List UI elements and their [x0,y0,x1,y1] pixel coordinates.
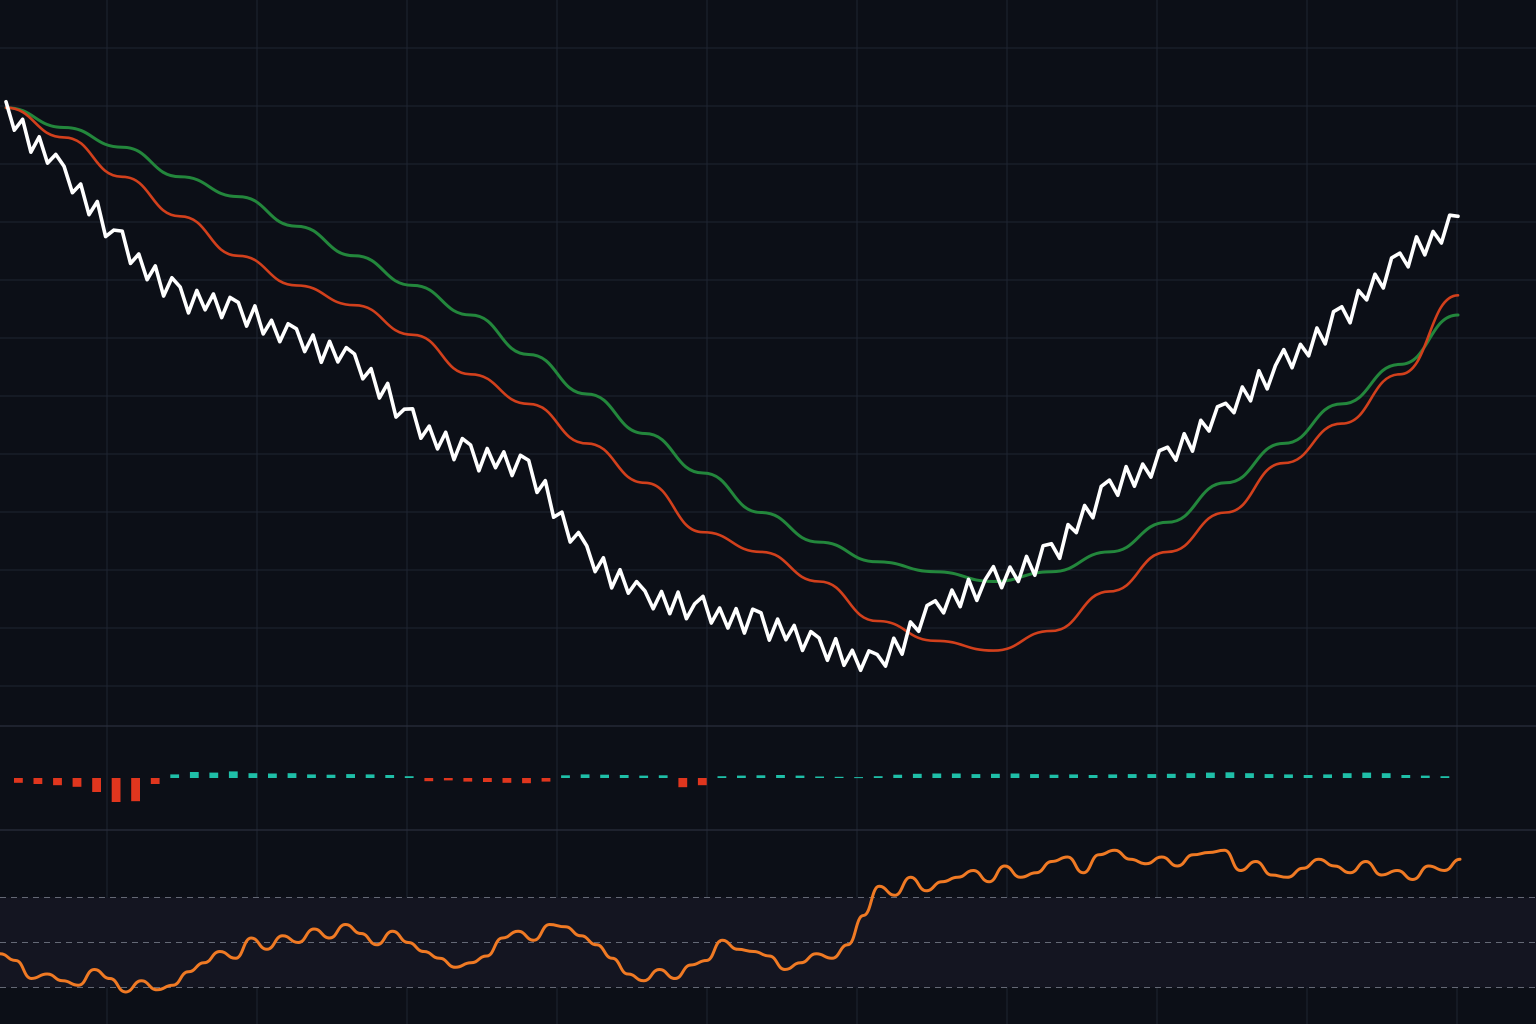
histogram-bar-positive [991,773,1000,778]
price-line [4,99,1460,673]
histogram-bar-positive [365,774,375,778]
histogram-bar-positive [385,775,395,778]
histogram-bar-positive [1186,773,1196,778]
histogram-bar-negative [443,778,453,781]
histogram-bar-positive [287,773,297,778]
histogram-bar-positive [639,775,649,778]
histogram-bar-positive [1049,774,1059,778]
histogram-bar-positive [1166,773,1176,778]
histogram-bar-positive [1323,774,1332,778]
histogram-bar-positive [1030,774,1039,778]
histogram-bar-negative [697,778,707,786]
histogram-bar-negative [92,778,101,792]
histogram-bar-positive [795,775,805,778]
histogram-bar-positive [1362,772,1372,778]
histogram-bar-negative [33,778,43,784]
histogram-bar-positive [1245,773,1254,778]
histogram-bar-positive [600,774,609,778]
histogram-bar-positive [951,773,961,778]
histogram-bar-positive [1010,773,1020,778]
histogram-bar-positive [228,771,238,778]
histogram-bar-positive [580,774,590,778]
histogram-bar-positive [1127,774,1137,778]
histogram-bar-positive [209,772,219,778]
histogram-bar-positive [893,774,903,778]
histogram-bar-positive [307,774,316,778]
histogram-bar-positive [815,776,824,778]
histogram-bar-positive [756,775,766,778]
histogram-bar-positive [776,775,785,778]
histogram-bar-positive [658,775,668,778]
histogram-bar-negative [53,778,62,786]
histogram-bar-positive [932,773,942,778]
histogram-bar-negative [72,778,82,787]
histogram-bar-positive [1303,775,1313,778]
histogram-panel [14,771,1450,802]
histogram-bar-positive [1108,774,1118,778]
histogram-bar-positive [1342,773,1352,778]
histogram-bar-positive [619,775,629,778]
slow-moving-average-line [4,106,1460,584]
histogram-bar-positive [1284,774,1293,778]
oscillator-line [0,848,1462,994]
histogram-bar-negative [463,778,473,782]
histogram-bar-negative [502,778,512,783]
histogram-bar-positive [1264,774,1274,778]
histogram-bar-negative [541,778,551,782]
histogram-bar-positive [1088,775,1098,778]
histogram-bar-negative [150,778,160,784]
histogram-bar-positive [971,774,981,778]
histogram-bar-negative [678,778,688,788]
histogram-bar-positive [912,773,922,778]
histogram-bar-positive [1420,775,1430,778]
histogram-bar-positive [1381,773,1391,778]
histogram-bar-positive [1069,774,1078,778]
histogram-bar-positive [268,773,277,778]
histogram-bar-positive [1147,774,1157,778]
histogram-bar-positive [717,776,727,778]
fast-moving-average-line [4,106,1460,652]
histogram-bar-positive [1401,775,1411,778]
histogram-bar-positive [561,775,570,778]
histogram-bar-negative [111,778,121,802]
oscillator-band [0,897,1536,988]
histogram-bar-positive [873,776,883,778]
histogram-bar-negative [522,778,531,784]
histogram-bar-positive [248,773,258,778]
histogram-bar-positive [1206,772,1215,778]
histogram-bar-negative [424,778,434,782]
histogram-bar-positive [404,776,414,778]
histogram-bar-positive [1225,772,1235,778]
histogram-bar-positive [189,772,199,778]
histogram-bar-positive [737,775,746,778]
histogram-bar-positive [854,777,863,779]
histogram-bar-negative [14,778,23,783]
histogram-bar-positive [170,774,180,778]
histogram-bar-positive [1440,776,1450,778]
histogram-bar-negative [483,778,492,782]
oscillator-panel [0,848,1536,994]
histogram-bar-positive [834,776,844,778]
histogram-bar-positive [346,774,355,778]
price-panel [4,99,1460,673]
histogram-bar-negative [131,778,140,802]
histogram-bar-positive [326,774,336,778]
